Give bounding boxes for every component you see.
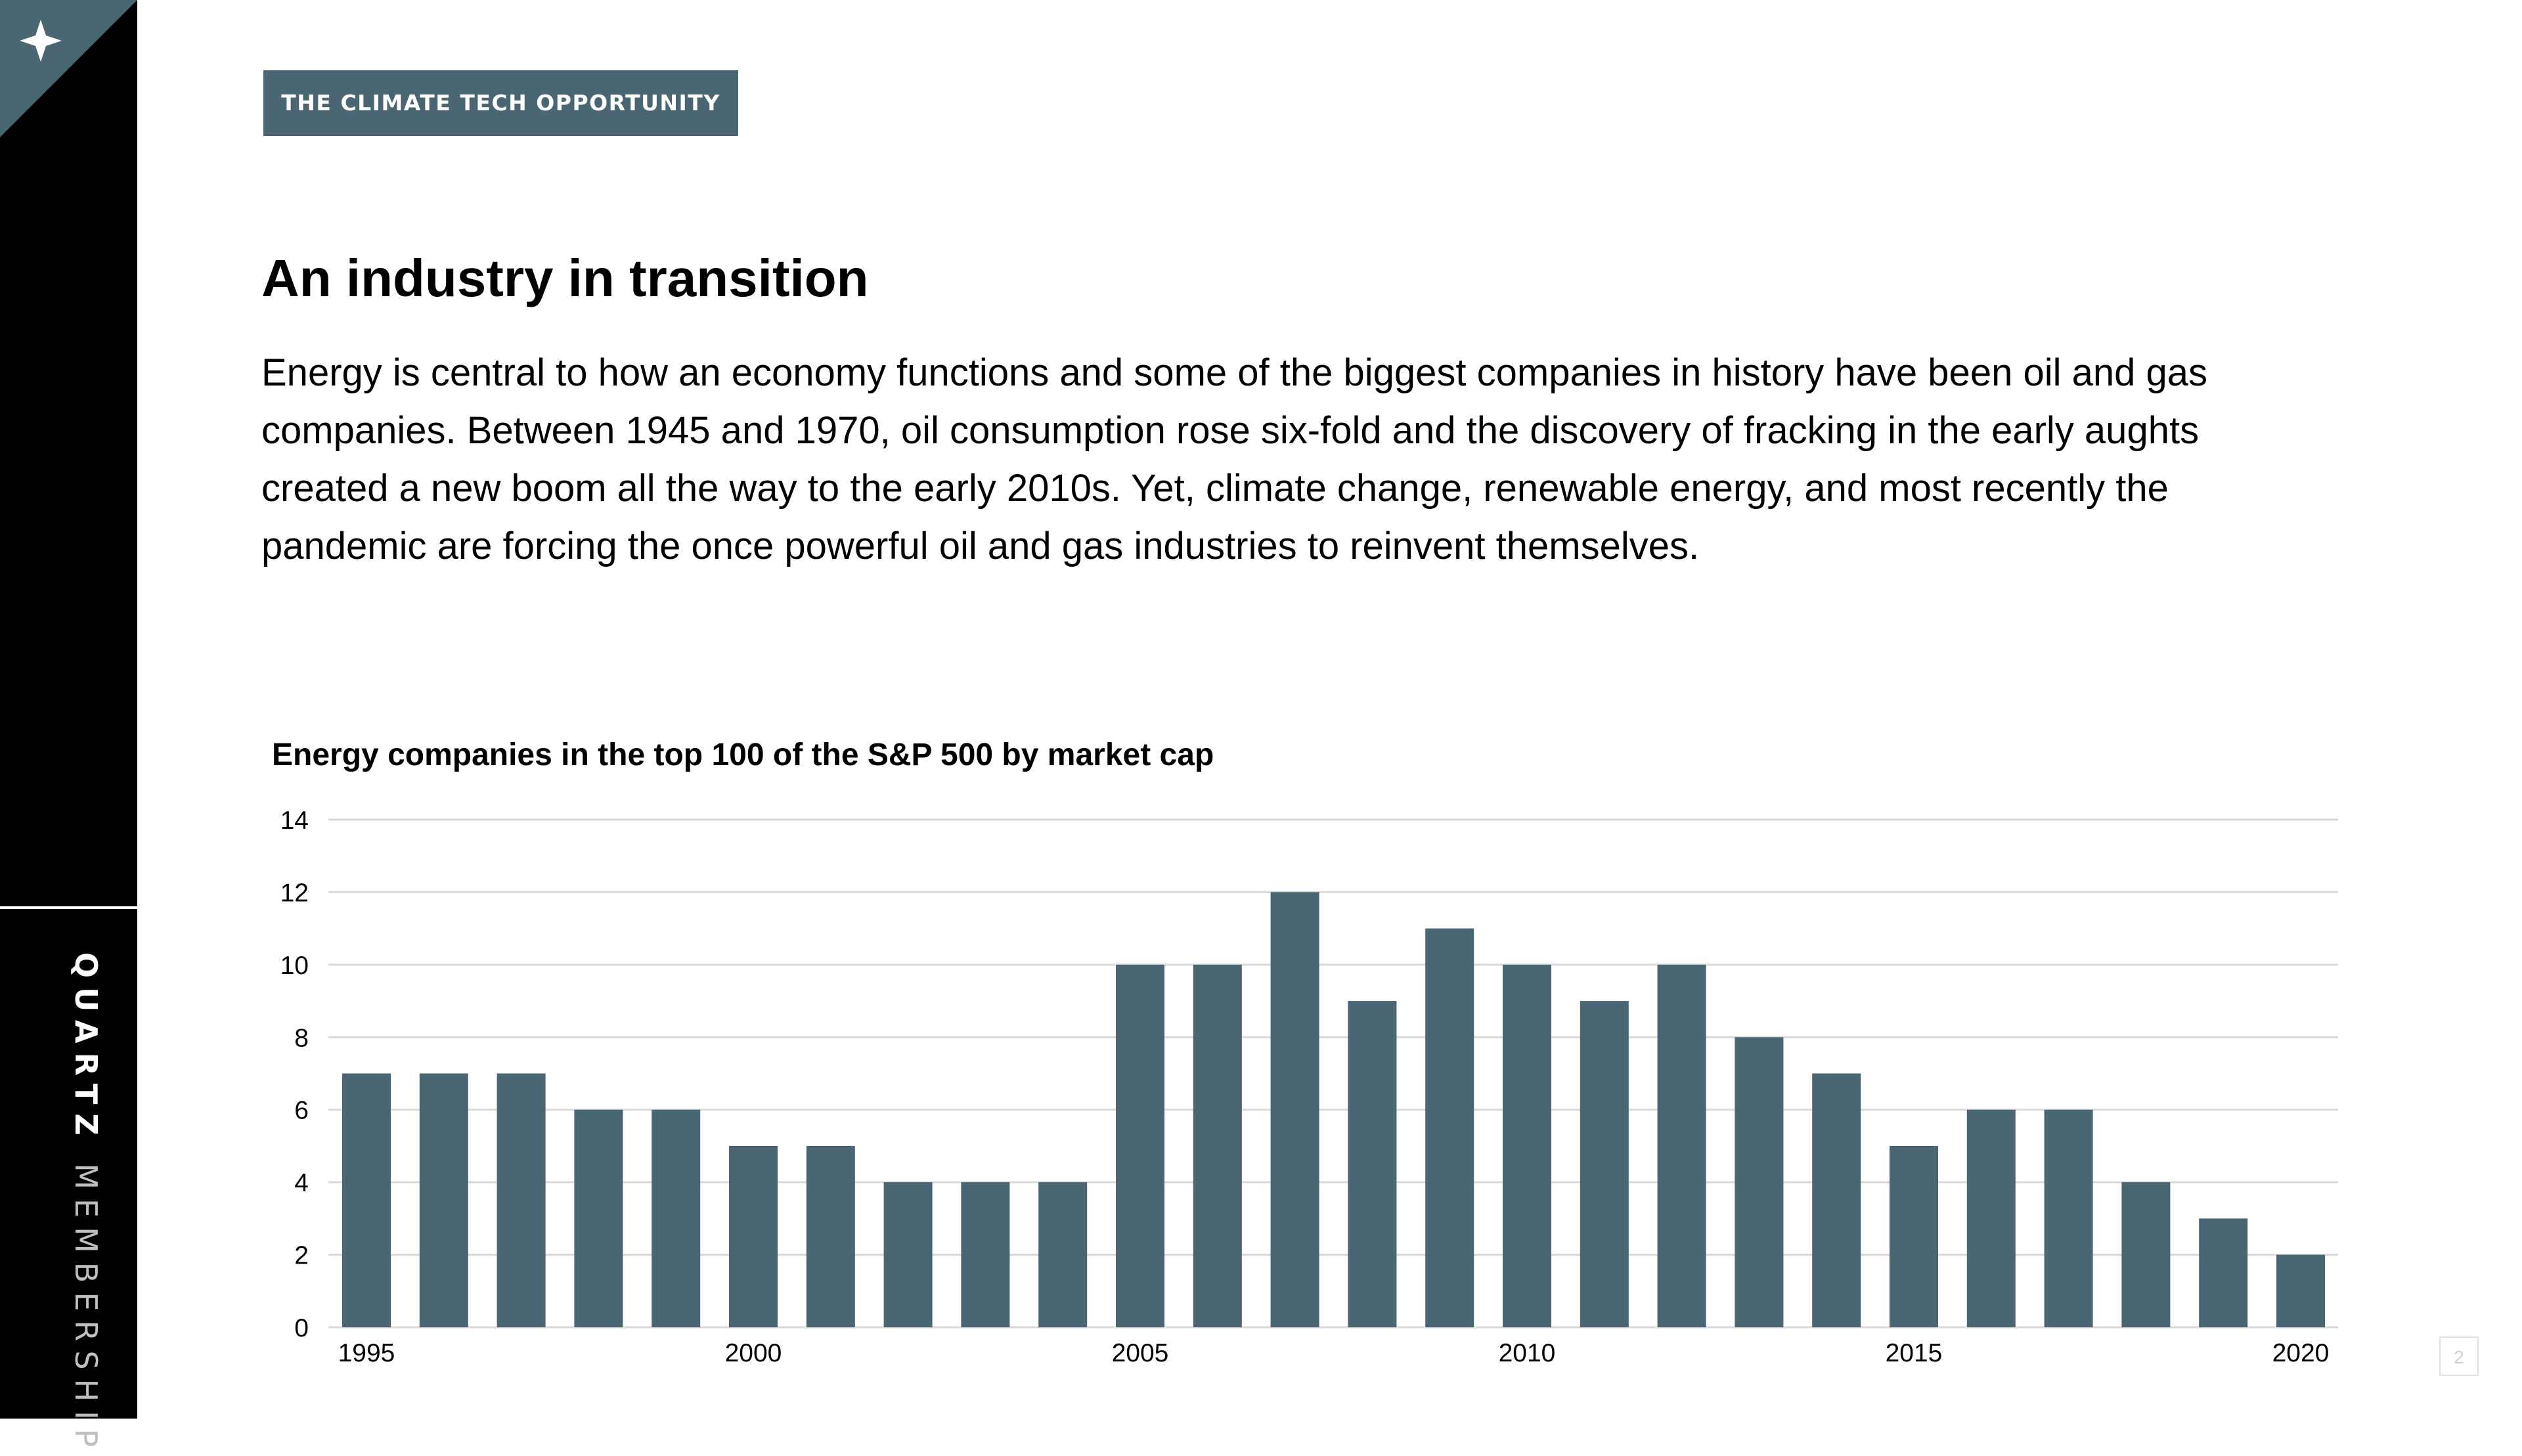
- chart-title: Energy companies in the top 100 of the S…: [272, 738, 1214, 772]
- page-title: An industry in transition: [261, 249, 869, 307]
- bar-2007: [1270, 892, 1319, 1327]
- bar-1995: [342, 1073, 391, 1327]
- bar-2008: [1348, 1001, 1397, 1327]
- y-tick-label: 2: [294, 1242, 309, 1270]
- x-axis-ticks: 1995 2000 2005 2010 2015 2020: [338, 1339, 2330, 1367]
- x-tick-label: 1995: [338, 1339, 395, 1367]
- bar-2005: [1116, 964, 1164, 1327]
- bar-2006: [1193, 964, 1242, 1327]
- bar-2018: [2121, 1182, 2171, 1327]
- page-number: 2: [2439, 1336, 2479, 1376]
- brand-suffix: MEMBERSHIP: [68, 1163, 104, 1456]
- bar-1997: [497, 1073, 546, 1327]
- bar-2019: [2199, 1218, 2248, 1327]
- x-tick-label: 2010: [1499, 1339, 1556, 1367]
- chart-svg: Energy companies in the top 100 of the S…: [272, 738, 2338, 1367]
- x-tick-label: 2005: [1112, 1339, 1169, 1367]
- bar-2003: [961, 1182, 1010, 1327]
- bar-2013: [1735, 1037, 1784, 1327]
- corner-logo: [0, 0, 137, 137]
- x-tick-label: 2000: [725, 1339, 782, 1367]
- bar-2017: [2044, 1109, 2093, 1327]
- x-tick-label: 2015: [1886, 1339, 1943, 1367]
- y-tick-label: 6: [294, 1097, 309, 1125]
- bars: [342, 892, 2325, 1327]
- bar-2016: [1966, 1109, 2016, 1327]
- y-tick-label: 0: [294, 1314, 309, 1342]
- bar-2009: [1425, 928, 1474, 1327]
- bar-chart: Energy companies in the top 100 of the S…: [250, 722, 2351, 1379]
- y-tick-label: 8: [294, 1024, 309, 1052]
- gridlines: [328, 818, 2338, 1329]
- sidebar: QUARTZ MEMBERSHIP: [0, 0, 137, 1456]
- bar-2014: [1812, 1073, 1861, 1327]
- y-tick-label: 12: [280, 879, 309, 907]
- sidebar-divider: [0, 906, 137, 909]
- bar-1998: [574, 1109, 623, 1327]
- brand-name: QUARTZ: [68, 952, 104, 1145]
- section-tag: THE CLIMATE TECH OPPORTUNITY: [263, 70, 738, 136]
- x-tick-label: 2020: [2272, 1339, 2330, 1367]
- sparkle-icon: [20, 20, 62, 62]
- bar-2020: [2276, 1254, 2325, 1327]
- bar-1996: [419, 1073, 468, 1327]
- bar-1999: [652, 1109, 701, 1327]
- bar-2004: [1038, 1182, 1088, 1327]
- bar-2001: [806, 1145, 855, 1327]
- bar-2002: [883, 1182, 933, 1327]
- bar-2012: [1657, 964, 1706, 1327]
- y-tick-label: 4: [294, 1169, 309, 1197]
- bar-2015: [1890, 1145, 1938, 1327]
- y-tick-label: 14: [280, 806, 309, 835]
- bar-2011: [1580, 1001, 1629, 1327]
- brand-logotype: QUARTZ MEMBERSHIP: [68, 952, 104, 1456]
- bar-2000: [729, 1145, 778, 1327]
- bar-2010: [1503, 964, 1551, 1327]
- intro-paragraph: Energy is central to how an economy func…: [261, 351, 2207, 567]
- y-tick-label: 10: [280, 952, 309, 980]
- y-axis-ticks: 0 2 4 6 8 10 12 14: [280, 806, 309, 1342]
